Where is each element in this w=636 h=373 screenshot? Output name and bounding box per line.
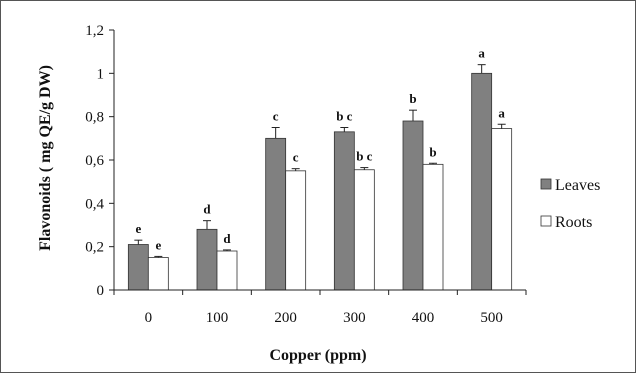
bar-roots bbox=[285, 170, 307, 291]
error-bars-group bbox=[134, 64, 506, 258]
significance-label-roots: c bbox=[293, 150, 299, 165]
significance-label-leaves: c bbox=[273, 109, 279, 124]
x-axis-title: Copper (ppm) bbox=[269, 347, 366, 364]
x-tick-label: 500 bbox=[480, 310, 503, 326]
bar-roots bbox=[353, 169, 375, 291]
bar-leaves bbox=[333, 131, 355, 291]
x-tick-label: 100 bbox=[206, 310, 229, 326]
significance-label-roots: d bbox=[223, 231, 231, 246]
significance-label-leaves: e bbox=[135, 221, 141, 236]
bar-leaves bbox=[402, 120, 424, 291]
significance-label-leaves: d bbox=[203, 202, 211, 217]
y-axis-ticks: 0 0,2 0,4 0,6 0,8 1 1,2 bbox=[85, 23, 114, 299]
bars-group bbox=[127, 72, 513, 291]
bar-leaves bbox=[265, 137, 287, 291]
bar-roots bbox=[216, 250, 238, 291]
legend-swatch-roots bbox=[540, 215, 552, 227]
x-tick-label: 200 bbox=[274, 310, 297, 326]
bar-leaves bbox=[471, 72, 493, 291]
bar-roots bbox=[147, 257, 169, 291]
bar-leaves bbox=[196, 228, 218, 291]
y-tick-label: 0,2 bbox=[85, 240, 104, 256]
x-tick-label: 400 bbox=[412, 310, 435, 326]
y-tick-label: 0,8 bbox=[85, 110, 104, 126]
y-tick-label: 0,6 bbox=[85, 153, 104, 169]
x-axis-ticks: 0 100 200 300 400 500 bbox=[113, 290, 527, 326]
significance-label-roots: b c bbox=[356, 149, 372, 164]
y-tick-label: 1 bbox=[97, 66, 105, 82]
significance-label-roots: e bbox=[155, 237, 161, 252]
legend-label-roots: Roots bbox=[555, 214, 592, 231]
legend-swatch-leaves bbox=[540, 178, 552, 190]
significance-label-leaves: a bbox=[478, 46, 485, 61]
x-tick-label: 0 bbox=[145, 310, 153, 326]
legend: Leaves Roots bbox=[540, 177, 600, 231]
significance-label-roots: b bbox=[429, 144, 436, 159]
y-tick-label: 0 bbox=[97, 283, 105, 299]
legend-label-leaves: Leaves bbox=[555, 177, 600, 194]
y-axis-title: Flavonoids ( mg QE/g DW) bbox=[37, 65, 54, 251]
x-tick-label: 300 bbox=[343, 310, 366, 326]
significance-label-leaves: b c bbox=[336, 109, 352, 124]
significance-labels-group: e d c b c b a e d c b c b a bbox=[135, 46, 505, 253]
significance-label-leaves: b bbox=[409, 91, 416, 106]
bar-leaves bbox=[127, 244, 149, 291]
significance-label-roots: a bbox=[498, 105, 505, 120]
bar-roots bbox=[422, 163, 444, 291]
y-tick-label: 1,2 bbox=[85, 23, 104, 39]
bar-roots bbox=[491, 128, 513, 291]
y-tick-label: 0,4 bbox=[85, 196, 104, 212]
